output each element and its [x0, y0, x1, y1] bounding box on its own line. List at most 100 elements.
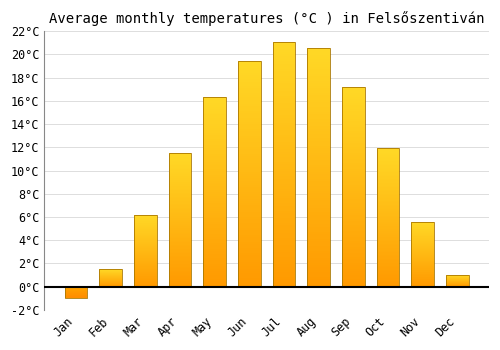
Bar [134, 242, 156, 243]
Bar [134, 244, 156, 245]
Bar [168, 251, 192, 252]
Bar [204, 109, 226, 111]
Bar [377, 189, 400, 190]
Bar [168, 264, 192, 265]
Bar [272, 270, 295, 272]
Bar [412, 257, 434, 258]
Bar [308, 86, 330, 88]
Bar [168, 197, 192, 198]
Bar [238, 70, 260, 73]
Bar [238, 163, 260, 165]
Bar [342, 127, 364, 129]
Bar [412, 259, 434, 260]
Bar [377, 265, 400, 266]
Bar [238, 196, 260, 199]
Bar [238, 257, 260, 259]
Bar [377, 278, 400, 280]
Bar [134, 249, 156, 250]
Bar [134, 269, 156, 270]
Bar [204, 154, 226, 156]
Bar [204, 126, 226, 128]
Bar [377, 190, 400, 191]
Bar [204, 256, 226, 258]
Bar [238, 208, 260, 210]
Bar [342, 173, 364, 175]
Bar [134, 252, 156, 253]
Bar [204, 171, 226, 173]
Bar [377, 179, 400, 180]
Bar [412, 240, 434, 241]
Bar [308, 191, 330, 193]
Bar [342, 101, 364, 103]
Bar [342, 183, 364, 185]
Bar [204, 167, 226, 169]
Bar [238, 111, 260, 113]
Bar [134, 245, 156, 246]
Bar [342, 237, 364, 239]
Bar [412, 251, 434, 252]
Bar [168, 282, 192, 284]
Bar [342, 109, 364, 111]
Bar [204, 249, 226, 251]
Bar [134, 218, 156, 219]
Bar [342, 115, 364, 117]
Bar [64, 294, 87, 295]
Bar [272, 78, 295, 81]
Bar [412, 274, 434, 275]
Bar [204, 236, 226, 237]
Bar [204, 186, 226, 188]
Bar [412, 246, 434, 247]
Bar [134, 272, 156, 273]
Bar [272, 140, 295, 142]
Bar [204, 224, 226, 226]
Bar [412, 227, 434, 228]
Bar [377, 148, 400, 150]
Bar [342, 262, 364, 265]
Bar [238, 255, 260, 257]
Bar [168, 153, 192, 287]
Bar [377, 187, 400, 189]
Bar [412, 229, 434, 230]
Bar [412, 267, 434, 268]
Bar [377, 206, 400, 208]
Bar [342, 254, 364, 257]
Bar [238, 125, 260, 127]
Bar [342, 121, 364, 123]
Bar [204, 166, 226, 167]
Bar [238, 232, 260, 235]
Bar [204, 275, 226, 277]
Bar [168, 204, 192, 205]
Bar [272, 191, 295, 194]
Bar [342, 201, 364, 203]
Bar [204, 175, 226, 177]
Bar [342, 245, 364, 247]
Bar [168, 184, 192, 185]
Bar [134, 270, 156, 271]
Bar [272, 172, 295, 174]
Bar [377, 217, 400, 219]
Bar [342, 105, 364, 107]
Bar [272, 56, 295, 59]
Bar [134, 261, 156, 262]
Bar [168, 240, 192, 241]
Bar [238, 280, 260, 282]
Bar [238, 86, 260, 89]
Bar [238, 142, 260, 145]
Bar [134, 246, 156, 247]
Bar [168, 277, 192, 279]
Bar [238, 235, 260, 237]
Bar [342, 119, 364, 121]
Bar [342, 265, 364, 267]
Bar [204, 241, 226, 243]
Bar [168, 212, 192, 213]
Bar [308, 131, 330, 134]
Bar [134, 275, 156, 276]
Bar [134, 266, 156, 267]
Bar [272, 91, 295, 93]
Bar [342, 261, 364, 262]
Bar [168, 169, 192, 170]
Bar [272, 74, 295, 76]
Bar [168, 185, 192, 187]
Bar [377, 224, 400, 226]
Bar [204, 97, 226, 287]
